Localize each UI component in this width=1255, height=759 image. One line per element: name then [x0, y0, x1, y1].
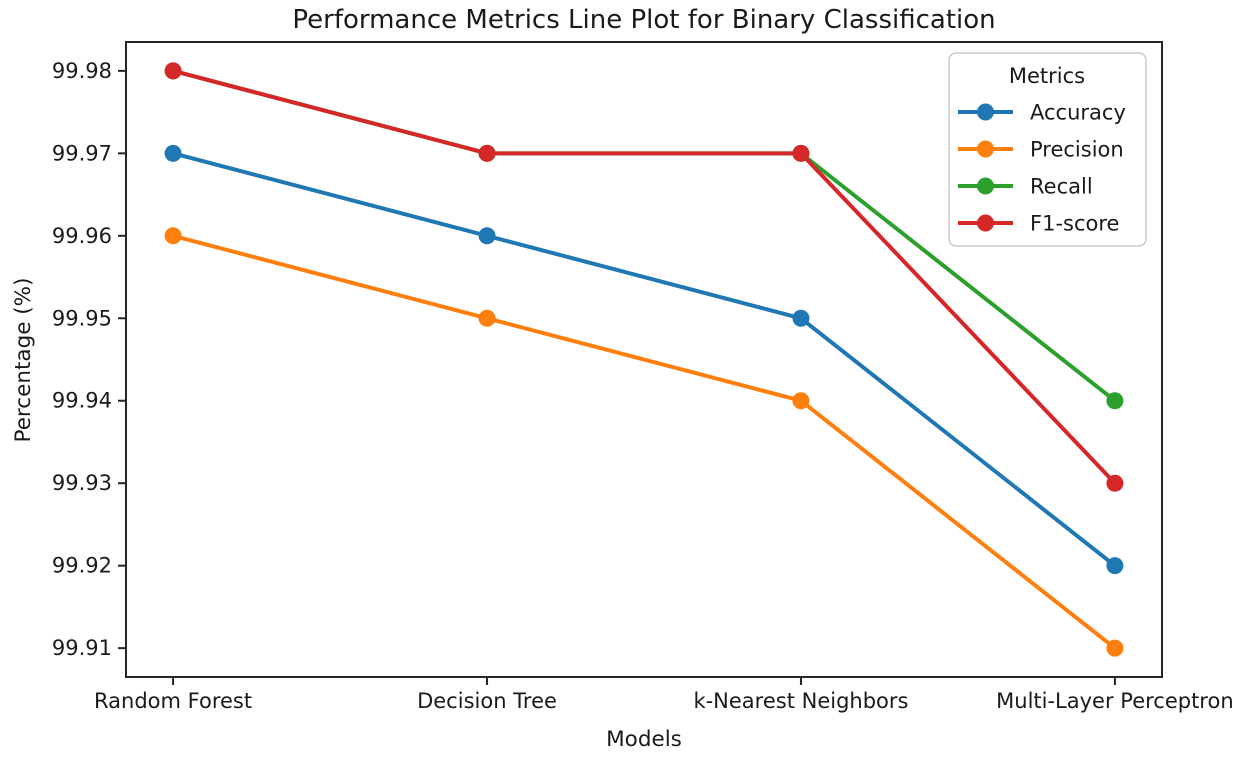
data-point-f1-score: [164, 62, 182, 80]
legend-label-f1-score: F1-score: [1030, 212, 1119, 236]
y-tick-label: 99.97: [52, 141, 112, 165]
chart-title: Performance Metrics Line Plot for Binary…: [292, 5, 995, 35]
data-point-precision: [164, 227, 182, 245]
legend: Metrics Accuracy Precision Recall F1-score: [948, 52, 1147, 247]
legend-label-accuracy: Accuracy: [1030, 101, 1126, 125]
y-tick-label: 99.93: [52, 471, 112, 495]
y-tick-label: 99.98: [52, 59, 112, 83]
data-point-precision: [1106, 639, 1124, 657]
plot-border: [125, 41, 1163, 678]
data-point-precision: [478, 309, 496, 327]
x-axis-label: Models: [606, 727, 682, 752]
data-point-recall: [1106, 392, 1124, 410]
data-point-accuracy: [164, 144, 182, 162]
series-line-accuracy: [171, 151, 1117, 568]
data-point-accuracy: [1106, 557, 1124, 575]
legend-marker-accuracy: [977, 103, 994, 121]
x-tick-label: Decision Tree: [417, 689, 557, 713]
x-tick-label: Random Forest: [94, 689, 252, 713]
series-line-precision: [171, 233, 1117, 651]
data-point-f1-score: [792, 144, 810, 162]
legend-marker-precision: [977, 140, 994, 158]
legend-label-recall: Recall: [1030, 175, 1093, 199]
data-point-f1-score: [478, 144, 496, 162]
x-tick-label: k-Nearest Neighbors: [693, 689, 908, 713]
y-axis-label: Percentage (%): [11, 278, 36, 443]
legend-box: [948, 52, 1147, 247]
legend-marker-f1-score: [977, 214, 994, 232]
legend-label-precision: Precision: [1030, 138, 1124, 162]
data-point-f1-score: [1106, 474, 1124, 492]
legend-title: Metrics: [1009, 64, 1085, 88]
series-line-f1-score: [171, 68, 1117, 486]
plot-area: 99.91 99.92 99.93 99.94 99.95 99.96 99.97 99.98…: [52, 41, 1234, 713]
legend-marker-recall: [977, 177, 994, 195]
x-tick-label: Multi-Layer Perceptron: [996, 689, 1234, 713]
data-point-precision: [792, 392, 810, 410]
y-tick-label: 99.95: [52, 306, 112, 330]
y-tick-label: 99.91: [52, 636, 112, 660]
y-tick-label: 99.94: [52, 389, 112, 413]
data-point-accuracy: [792, 309, 810, 327]
y-tick-label: 99.92: [52, 554, 112, 578]
y-tick-label: 99.96: [52, 224, 112, 248]
data-point-accuracy: [478, 227, 496, 245]
